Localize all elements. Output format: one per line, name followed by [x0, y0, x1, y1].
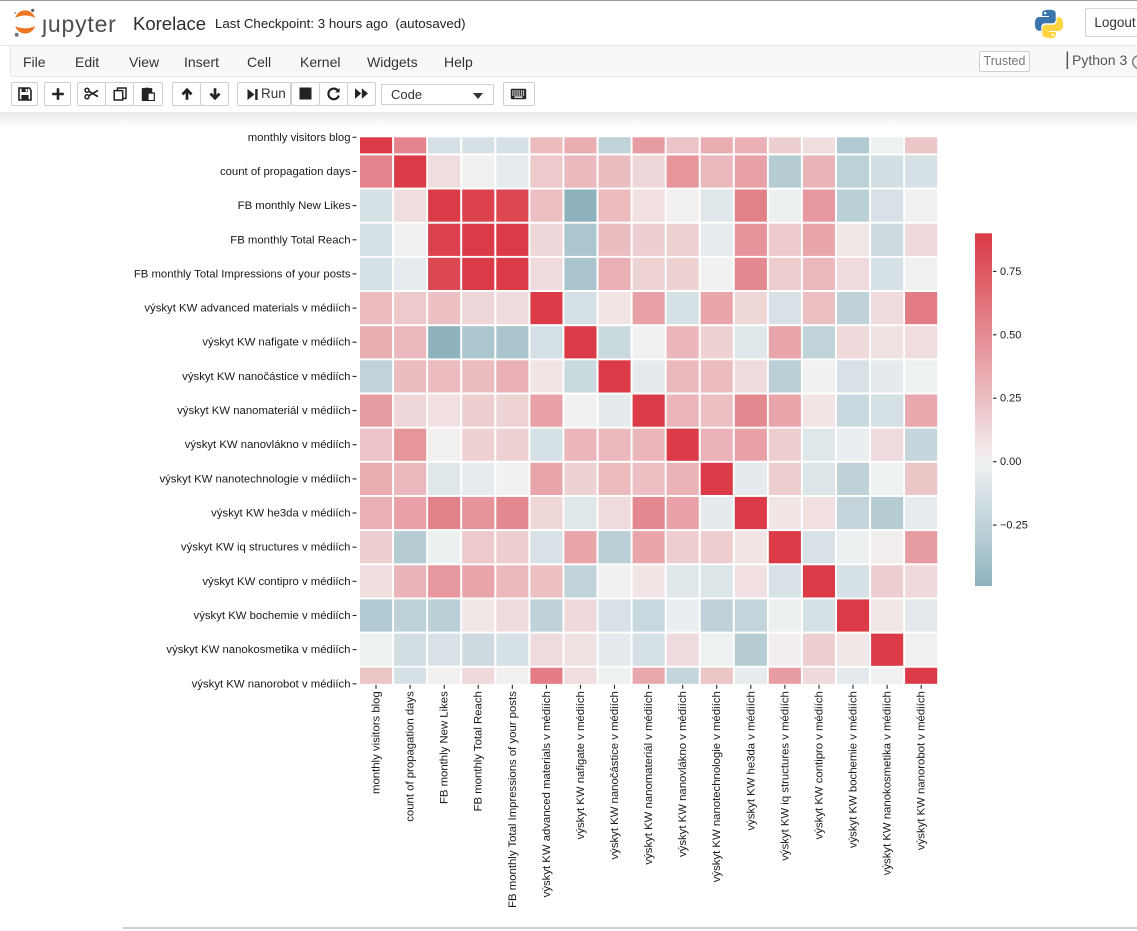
- svg-text:0.75: 0.75: [1000, 266, 1021, 278]
- svg-text:výskyt KW nanovlákno v médiích: výskyt KW nanovlákno v médiích: [185, 439, 351, 451]
- svg-text:ȷupyter: ȷupyter: [41, 11, 117, 37]
- svg-text:výskyt KW nanotechnologie v mé: výskyt KW nanotechnologie v médiích: [711, 691, 723, 882]
- svg-text:výskyt KW nanotechnologie v mé: výskyt KW nanotechnologie v médiích: [159, 473, 350, 485]
- svg-text:count of propagation days: count of propagation days: [405, 691, 417, 822]
- svg-text:výskyt KW nanokosmetika v médi: výskyt KW nanokosmetika v médiích: [166, 644, 350, 656]
- svg-text:výskyt KW iq structures v médi: výskyt KW iq structures v médiích: [181, 542, 351, 554]
- svg-text:FB monthly New Likes: FB monthly New Likes: [238, 200, 351, 212]
- svg-text:výskyt KW nanorobot v médiích: výskyt KW nanorobot v médiích: [916, 691, 928, 850]
- svg-text:výskyt KW nanočástice v médiíc: výskyt KW nanočástice v médiích: [609, 691, 621, 859]
- svg-text:výskyt KW iq structures v médi: výskyt KW iq structures v médiích: [779, 691, 791, 861]
- svg-text:výskyt KW he3da v médiích: výskyt KW he3da v médiích: [745, 691, 757, 830]
- svg-text:0.50: 0.50: [1000, 329, 1021, 341]
- svg-text:FB monthly Total Impressions o: FB monthly Total Impressions of your pos…: [134, 268, 351, 280]
- svg-text:FB monthly New Likes: FB monthly New Likes: [439, 691, 451, 804]
- svg-text:výskyt KW contipro v médiích: výskyt KW contipro v médiích: [202, 576, 350, 588]
- svg-text:výskyt KW advanced materials v: výskyt KW advanced materials v médiích: [541, 691, 553, 897]
- svg-text:monthly visitors blog: monthly visitors blog: [371, 691, 383, 794]
- svg-text:0.00: 0.00: [1000, 456, 1021, 468]
- svg-text:výskyt KW bochemie v médiích: výskyt KW bochemie v médiích: [194, 610, 351, 622]
- svg-text:monthly visitors blog: monthly visitors blog: [248, 132, 351, 144]
- svg-text:výskyt KW contipro v médiích: výskyt KW contipro v médiích: [814, 691, 826, 839]
- svg-text:výskyt KW nanovlákno v médiích: výskyt KW nanovlákno v médiích: [677, 691, 689, 857]
- svg-text:FB monthly Total Impressions o: FB monthly Total Impressions of your pos…: [507, 691, 519, 908]
- svg-text:0.25: 0.25: [1000, 393, 1021, 405]
- svg-text:výskyt KW advanced materials v: výskyt KW advanced materials v médiích: [144, 303, 350, 315]
- svg-text:výskyt KW bochemie v médiích: výskyt KW bochemie v médiích: [848, 691, 860, 848]
- svg-text:výskyt KW nanomateriál v médií: výskyt KW nanomateriál v médiích: [177, 405, 350, 417]
- svg-text:výskyt KW nafigate v médiích: výskyt KW nafigate v médiích: [575, 691, 587, 839]
- svg-text:FB monthly Total Reach: FB monthly Total Reach: [473, 691, 485, 811]
- svg-text:−0.25: −0.25: [1000, 520, 1028, 532]
- svg-text:výskyt KW nanorobot v médiích: výskyt KW nanorobot v médiích: [192, 678, 351, 690]
- svg-text:výskyt KW he3da v médiích: výskyt KW he3da v médiích: [211, 508, 350, 520]
- svg-text:FB monthly Total Reach: FB monthly Total Reach: [230, 234, 350, 246]
- svg-text:výskyt KW nafigate v médiích: výskyt KW nafigate v médiích: [202, 337, 350, 349]
- svg-text:výskyt KW nanomateriál v médií: výskyt KW nanomateriál v médiích: [643, 691, 655, 864]
- svg-text:count of propagation days: count of propagation days: [220, 166, 351, 178]
- svg-text:výskyt KW nanokosmetika v médi: výskyt KW nanokosmetika v médiích: [882, 691, 894, 875]
- svg-text:výskyt KW nanočástice v médiíc: výskyt KW nanočástice v médiích: [182, 371, 350, 383]
